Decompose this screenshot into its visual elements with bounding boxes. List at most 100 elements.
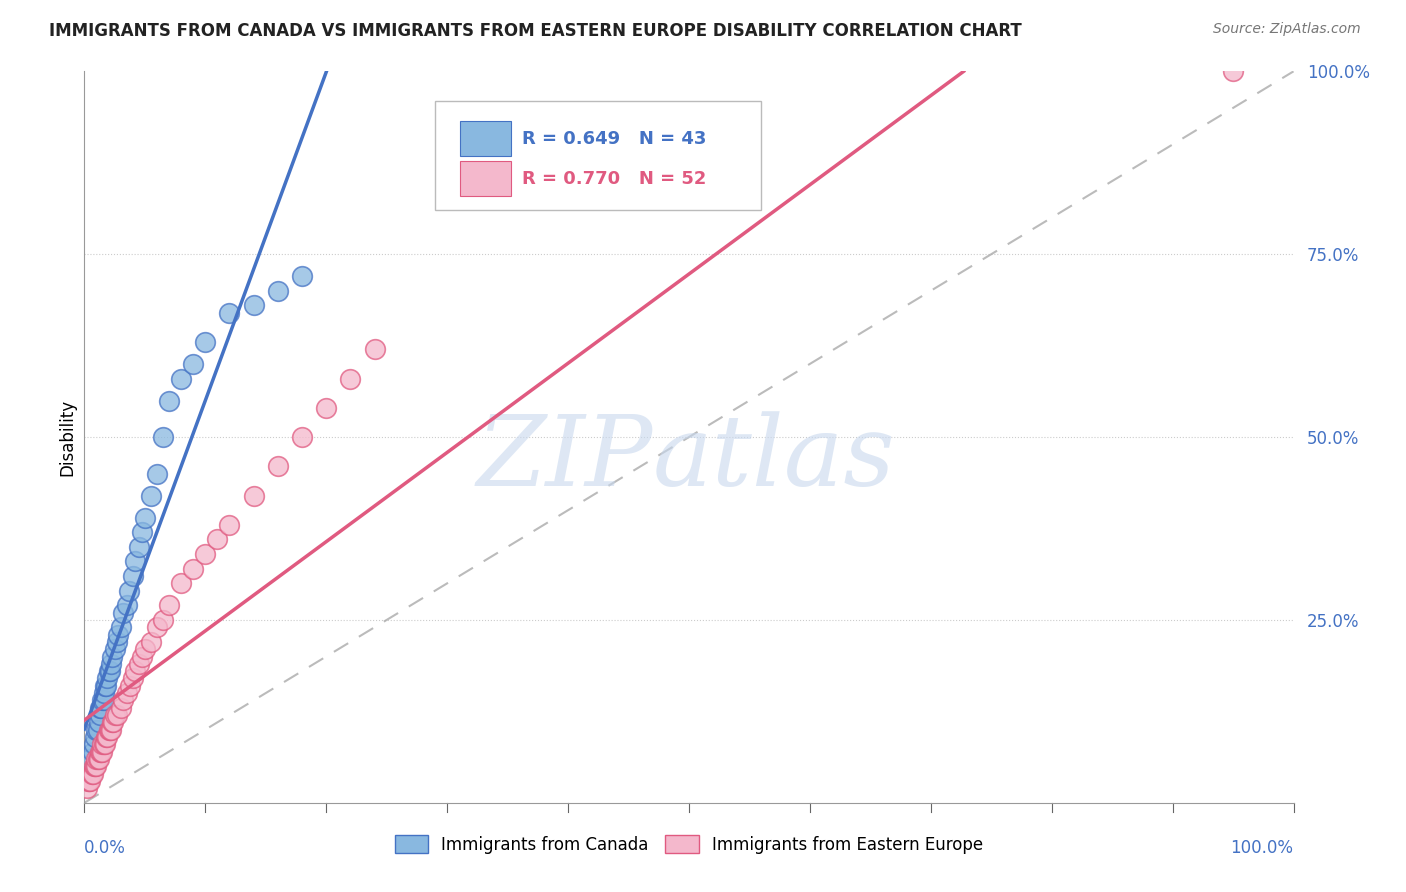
Point <box>120 679 142 693</box>
Point <box>96 672 118 686</box>
Point <box>124 664 146 678</box>
Point <box>128 657 150 671</box>
Point <box>76 781 98 796</box>
Point <box>86 752 108 766</box>
Point <box>98 664 121 678</box>
Point <box>94 737 117 751</box>
Point <box>84 759 107 773</box>
Text: 100.0%: 100.0% <box>1230 839 1294 857</box>
Point <box>218 517 240 532</box>
Point <box>84 730 107 744</box>
Point <box>194 334 217 349</box>
Point <box>134 642 156 657</box>
Legend: Immigrants from Canada, Immigrants from Eastern Europe: Immigrants from Canada, Immigrants from … <box>388 829 990 860</box>
Point <box>107 627 129 641</box>
Point <box>115 686 138 700</box>
Point <box>94 730 117 744</box>
Point <box>82 766 104 780</box>
Point <box>96 730 118 744</box>
Point <box>291 269 314 284</box>
Point <box>77 773 100 788</box>
Text: Source: ZipAtlas.com: Source: ZipAtlas.com <box>1213 22 1361 37</box>
Point <box>82 745 104 759</box>
Point <box>128 540 150 554</box>
Point <box>93 686 115 700</box>
Point <box>181 562 204 576</box>
Point <box>152 430 174 444</box>
Point <box>131 525 153 540</box>
Point <box>315 401 337 415</box>
Point <box>101 649 124 664</box>
Text: 0.0%: 0.0% <box>84 839 127 857</box>
Point <box>131 649 153 664</box>
Point <box>93 737 115 751</box>
Point <box>86 759 108 773</box>
Point <box>291 430 314 444</box>
Point <box>97 664 120 678</box>
Point <box>115 599 138 613</box>
Point <box>124 554 146 568</box>
Point <box>170 371 193 385</box>
Point <box>218 306 240 320</box>
Text: atlas: atlas <box>652 411 896 507</box>
Point <box>93 693 115 707</box>
Point <box>207 533 229 547</box>
Point <box>89 700 111 714</box>
Point <box>110 700 132 714</box>
Point <box>79 752 101 766</box>
Point <box>181 357 204 371</box>
Point <box>105 635 128 649</box>
Point <box>146 620 169 634</box>
Point <box>134 510 156 524</box>
Point <box>112 606 135 620</box>
Point <box>104 708 127 723</box>
FancyBboxPatch shape <box>460 121 512 156</box>
Point <box>121 569 143 583</box>
Text: ZIP: ZIP <box>477 411 652 507</box>
Point <box>112 693 135 707</box>
Point <box>86 723 108 737</box>
Point <box>267 284 290 298</box>
Point <box>83 737 105 751</box>
Point <box>146 467 169 481</box>
Text: R = 0.649   N = 43: R = 0.649 N = 43 <box>522 129 706 148</box>
Point <box>110 620 132 634</box>
Point <box>83 759 105 773</box>
Point <box>267 459 290 474</box>
Point <box>100 723 122 737</box>
Point <box>105 708 128 723</box>
Point <box>87 715 110 730</box>
Point <box>77 773 100 788</box>
Point <box>1222 64 1244 78</box>
Text: R = 0.770   N = 52: R = 0.770 N = 52 <box>522 169 706 188</box>
Point <box>87 752 110 766</box>
Point <box>118 583 141 598</box>
Point <box>104 642 127 657</box>
FancyBboxPatch shape <box>434 101 762 211</box>
Point <box>103 715 125 730</box>
Point <box>91 745 114 759</box>
Point <box>100 657 122 671</box>
Point <box>157 599 180 613</box>
Point <box>91 737 114 751</box>
Point <box>86 752 108 766</box>
Point <box>242 298 264 312</box>
Text: IMMIGRANTS FROM CANADA VS IMMIGRANTS FROM EASTERN EUROPE DISABILITY CORRELATION : IMMIGRANTS FROM CANADA VS IMMIGRANTS FRO… <box>49 22 1022 40</box>
Point <box>170 576 193 591</box>
Point <box>94 679 117 693</box>
Point <box>90 700 112 714</box>
Point <box>121 672 143 686</box>
Point <box>194 547 217 561</box>
FancyBboxPatch shape <box>460 161 512 196</box>
Point <box>90 745 112 759</box>
Point <box>94 679 117 693</box>
Point <box>139 635 162 649</box>
Point <box>242 489 264 503</box>
Point <box>363 343 385 357</box>
Point <box>89 708 111 723</box>
Point <box>91 693 114 707</box>
Point <box>80 766 103 780</box>
Point <box>157 393 180 408</box>
Point <box>97 723 120 737</box>
Point <box>152 613 174 627</box>
